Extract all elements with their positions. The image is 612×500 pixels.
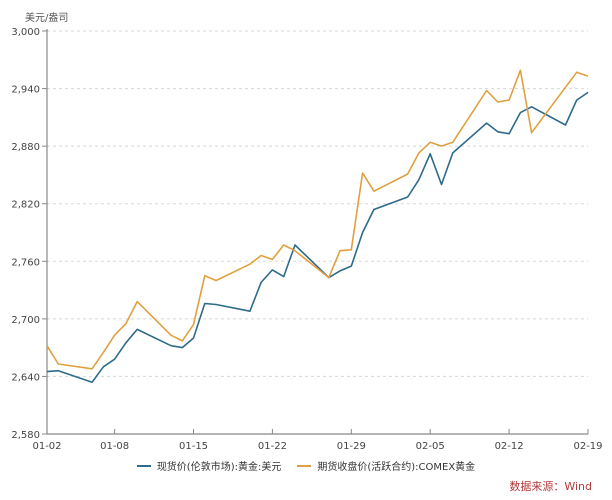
legend-label-spot: 现货价(伦敦市场):黄金:美元 — [156, 462, 282, 473]
x-tick-label: 01-15 — [179, 441, 208, 452]
x-tick-label: 02-12 — [495, 441, 524, 452]
legend-swatch-spot — [136, 464, 151, 467]
y-tick-label: 3,000 — [11, 27, 40, 38]
legend-item-spot: 现货价(伦敦市场):黄金:美元 — [136, 458, 282, 473]
x-tick-label: 02-05 — [416, 441, 445, 452]
line-chart: 2,580 2,640 2,700 2,760 2,820 2,880 2,940 3,000… — [11, 27, 602, 452]
y-tick-label: 2,640 — [11, 372, 40, 383]
legend-label-futures: 期货收盘价(活跃合约):COMEX黄金 — [317, 462, 476, 473]
y-tick-label: 2,580 — [11, 430, 40, 441]
legend-item-futures: 期货收盘价(活跃合约):COMEX黄金 — [297, 458, 475, 473]
x-tick-label: 01-08 — [100, 441, 129, 452]
y-axis-unit: 美元/盎司 — [25, 13, 69, 24]
series-line-spot — [46, 91, 589, 383]
y-tick-label: 2,880 — [11, 142, 40, 153]
y-tick-label: 2,760 — [11, 257, 40, 268]
y-tick-label: 2,700 — [11, 315, 40, 326]
legend: 现货价(伦敦市场):黄金:美元 期货收盘价(活跃合约):COMEX黄金 — [0, 458, 612, 473]
x-tick-label: 01-02 — [32, 441, 61, 452]
x-tick-label: 02-19 — [573, 441, 602, 452]
y-tick-label: 2,820 — [11, 200, 40, 211]
series-line-futures — [46, 69, 589, 370]
legend-swatch-futures — [297, 464, 312, 467]
y-tick-label: 2,940 — [11, 85, 40, 96]
x-tick-label: 01-22 — [258, 441, 287, 452]
x-tick-label: 01-29 — [337, 441, 366, 452]
data-source: 数据来源：Wind — [509, 480, 592, 493]
